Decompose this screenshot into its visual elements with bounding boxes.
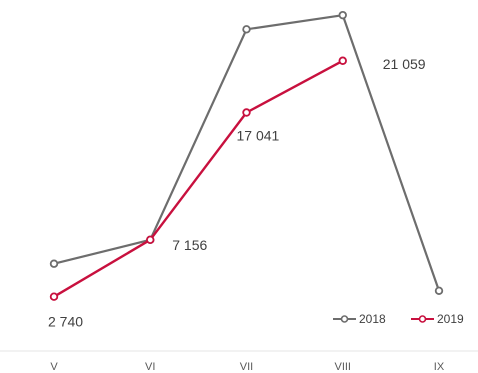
x-tick-label: VIII	[334, 361, 351, 373]
x-tick-label: VII	[240, 361, 253, 373]
legend-marker-2018	[340, 315, 349, 323]
legend-marker-2019	[418, 315, 427, 323]
data-point-2018	[338, 10, 347, 20]
series-line-2019	[53, 59, 344, 298]
x-tick-label: IX	[434, 361, 445, 373]
data-point-2018	[49, 259, 59, 268]
x-tick-labels: V VI VII VIII IX	[50, 361, 445, 373]
data-point-2019	[49, 292, 59, 301]
x-tick-label: V	[50, 361, 58, 373]
data-label: 7 156	[172, 237, 207, 253]
legend: 2018 2019	[333, 312, 464, 326]
data-point-2019	[338, 56, 347, 65]
data-label: 21 059	[383, 56, 426, 72]
legend-label-2018: 2018	[359, 312, 386, 326]
data-point-2018	[434, 286, 444, 295]
data-point-2019	[242, 108, 251, 117]
data-labels: 2 740 7 156 17 041 21 059	[48, 56, 426, 330]
x-tick-label: VI	[145, 361, 155, 373]
legend-label-2019: 2019	[437, 312, 464, 326]
series-line-2018	[53, 14, 441, 292]
series-layer	[49, 10, 444, 301]
data-label: 2 740	[48, 314, 83, 330]
data-point-2019	[146, 235, 155, 245]
data-point-2018	[242, 25, 251, 34]
data-label: 17 041	[237, 128, 280, 144]
